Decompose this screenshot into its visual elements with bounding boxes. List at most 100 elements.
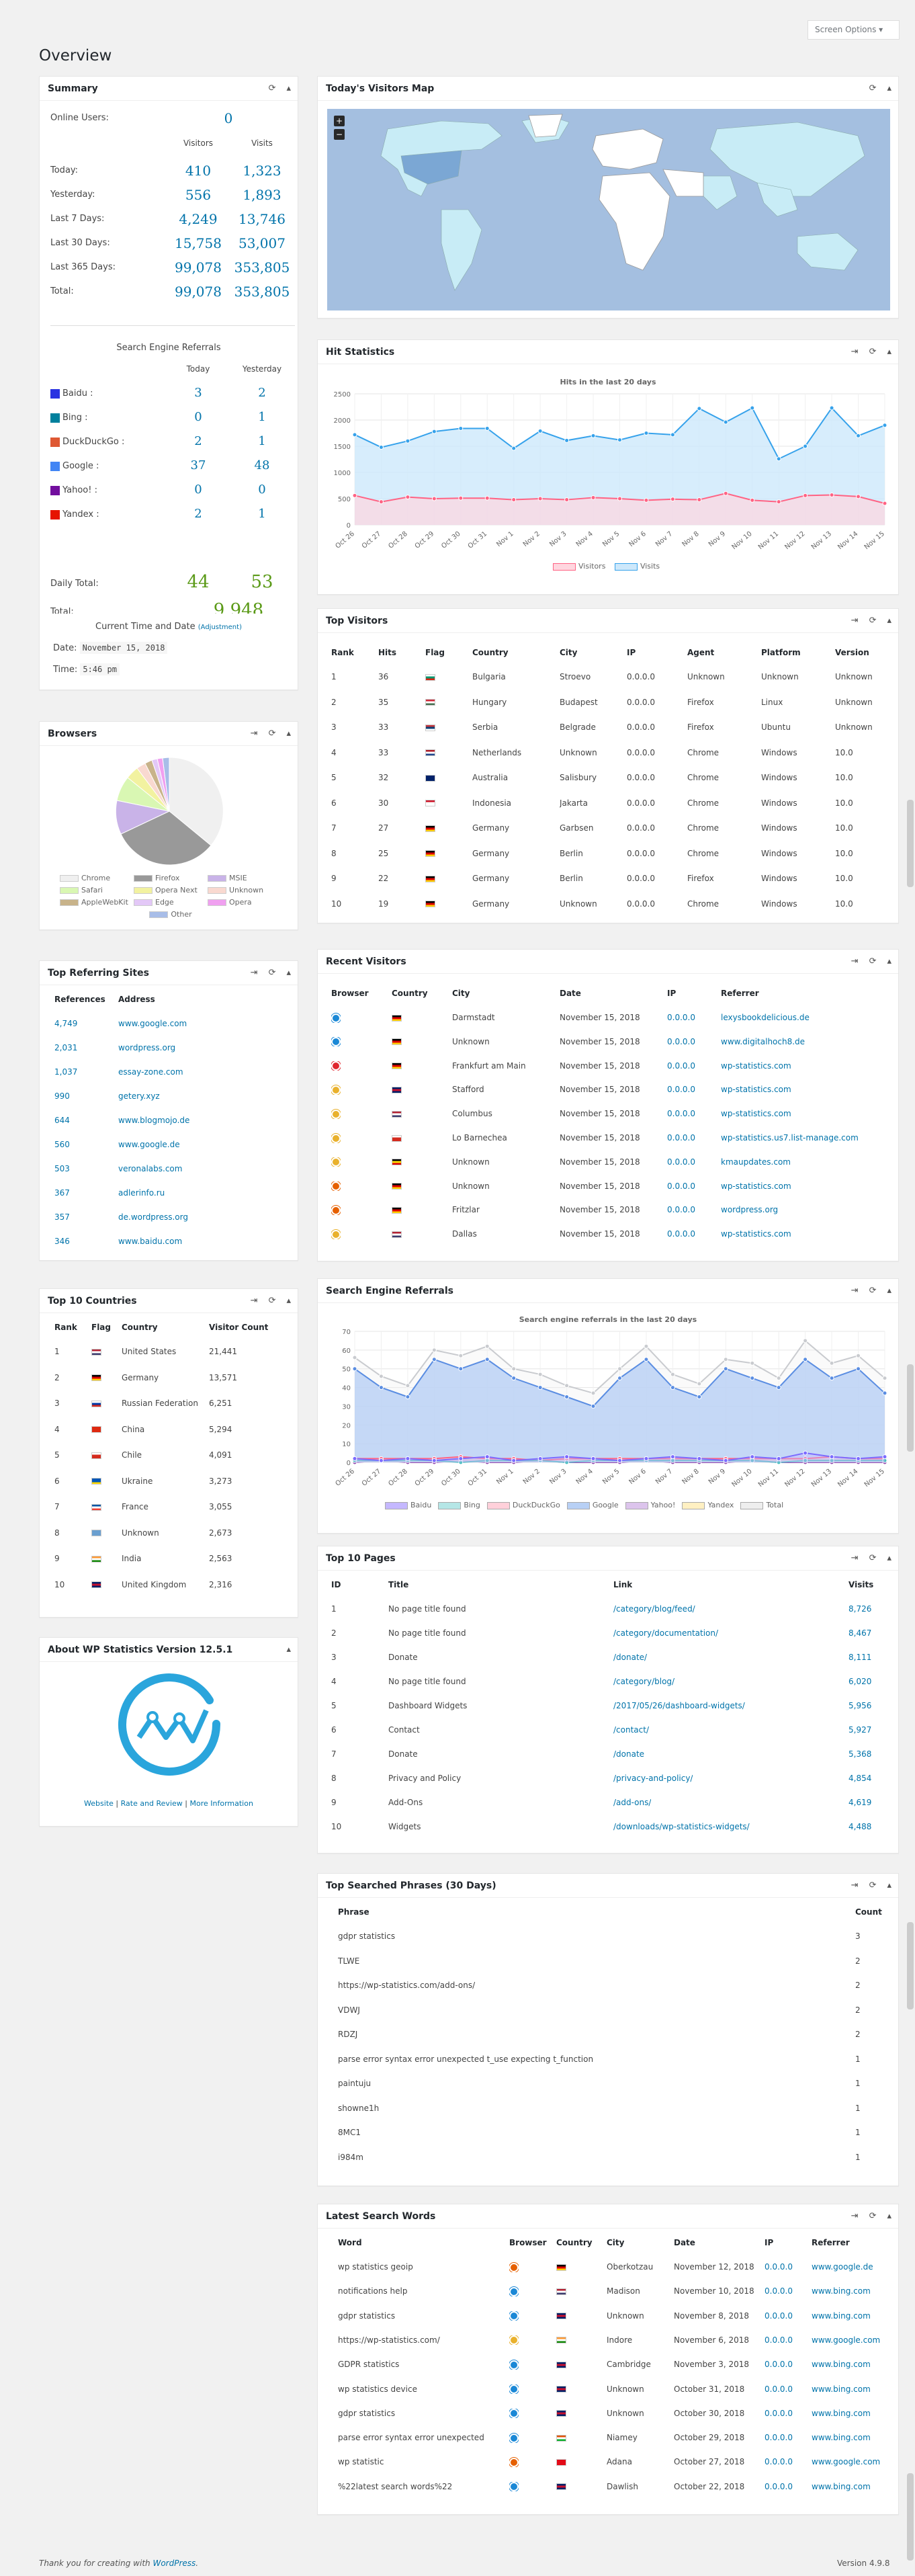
table-cell[interactable]: www.bing.com: [812, 2433, 871, 2443]
table-cell[interactable]: wordpress.org: [721, 1205, 779, 1215]
table-cell[interactable]: wordpress.org: [118, 1043, 176, 1052]
table-cell[interactable]: 0.0.0.0: [765, 2384, 793, 2394]
scrollbar-thumb[interactable]: [907, 2473, 914, 2561]
table-cell[interactable]: 0.0.0.0: [765, 2408, 793, 2418]
legend-label[interactable]: Total: [766, 1501, 784, 1509]
table-cell[interactable]: wp-statistics.com: [721, 1085, 791, 1095]
legend-label[interactable]: Yandex: [707, 1501, 734, 1509]
table-cell[interactable]: 5,368: [848, 1749, 872, 1759]
browser-legend-item[interactable]: Other: [60, 910, 281, 919]
legend-visits[interactable]: Visits: [640, 562, 660, 571]
export-icon[interactable]: ⇥: [250, 1296, 258, 1306]
legend-visitors[interactable]: Visitors: [578, 562, 606, 571]
world-map[interactable]: [327, 109, 890, 310]
refresh-icon[interactable]: ⟳: [268, 729, 276, 739]
export-icon[interactable]: ⇥: [851, 1553, 859, 1563]
table-cell[interactable]: www.google.de: [118, 1140, 180, 1149]
table-cell[interactable]: 644: [54, 1116, 70, 1125]
table-cell[interactable]: www.google.de: [812, 2262, 873, 2272]
table-cell[interactable]: www.bing.com: [812, 2408, 871, 2418]
refresh-icon[interactable]: ⟳: [869, 956, 877, 966]
table-cell[interactable]: 0.0.0.0: [667, 1013, 695, 1022]
table-cell[interactable]: 5,927: [848, 1725, 872, 1735]
table-cell[interactable]: 4,749: [54, 1019, 78, 1028]
browser-legend-item[interactable]: MSIE: [208, 874, 281, 882]
table-cell[interactable]: 0.0.0.0: [765, 2311, 793, 2321]
zoom-in-button[interactable]: +: [334, 116, 345, 126]
table-cell[interactable]: 5,956: [848, 1701, 872, 1710]
table-cell[interactable]: /privacy-and-policy/: [613, 1774, 693, 1783]
table-cell[interactable]: www.bing.com: [812, 2481, 871, 2491]
table-cell[interactable]: www.bing.com: [812, 2286, 871, 2296]
refresh-icon[interactable]: ⟳: [869, 1880, 877, 1891]
refresh-icon[interactable]: ⟳: [869, 347, 877, 357]
refresh-icon[interactable]: ⟳: [869, 616, 877, 626]
export-icon[interactable]: ⇥: [851, 956, 859, 966]
table-cell[interactable]: adlerinfo.ru: [118, 1188, 165, 1198]
table-cell[interactable]: www.google.com: [812, 2457, 881, 2467]
table-cell[interactable]: 0.0.0.0: [667, 1205, 695, 1215]
table-cell[interactable]: 0.0.0.0: [667, 1181, 695, 1191]
table-cell[interactable]: 0.0.0.0: [667, 1157, 695, 1167]
table-cell[interactable]: 0.0.0.0: [765, 2335, 793, 2345]
table-cell[interactable]: 0.0.0.0: [765, 2457, 793, 2467]
table-cell[interactable]: 0.0.0.0: [667, 1036, 695, 1046]
table-cell[interactable]: de.wordpress.org: [118, 1212, 188, 1222]
zoom-out-button[interactable]: −: [334, 129, 345, 140]
collapse-icon[interactable]: ▴: [286, 968, 291, 978]
table-cell[interactable]: wp-statistics.com: [721, 1109, 791, 1119]
rate-review-link[interactable]: Rate and Review: [120, 1799, 183, 1808]
table-cell[interactable]: 357: [54, 1212, 70, 1222]
table-cell[interactable]: 2,031: [54, 1043, 78, 1052]
table-cell[interactable]: essay-zone.com: [118, 1067, 183, 1077]
table-cell[interactable]: www.digitalhoch8.de: [721, 1036, 805, 1046]
table-cell[interactable]: /downloads/wp-statistics-widgets/: [613, 1822, 750, 1831]
table-cell[interactable]: 4,488: [848, 1822, 872, 1831]
table-cell[interactable]: lexysbookdelicious.de: [721, 1013, 810, 1022]
collapse-icon[interactable]: ▴: [887, 956, 891, 966]
table-cell[interactable]: /category/blog/: [613, 1677, 675, 1686]
export-icon[interactable]: ⇥: [250, 729, 258, 739]
refresh-icon[interactable]: ⟳: [268, 968, 276, 978]
table-cell[interactable]: 0.0.0.0: [667, 1109, 695, 1119]
browser-legend-item[interactable]: Safari: [60, 886, 134, 895]
refresh-icon[interactable]: ⟳: [869, 83, 877, 93]
collapse-icon[interactable]: ▴: [887, 83, 891, 93]
browser-legend-item[interactable]: Opera Next: [134, 886, 208, 895]
collapse-icon[interactable]: ▴: [286, 83, 291, 93]
collapse-icon[interactable]: ▴: [887, 616, 891, 626]
table-cell[interactable]: www.bing.com: [812, 2360, 871, 2370]
table-cell[interactable]: /category/blog/feed/: [613, 1604, 695, 1614]
legend-label[interactable]: Yahoo!: [650, 1501, 676, 1509]
export-icon[interactable]: ⇥: [851, 347, 859, 357]
table-cell[interactable]: 0.0.0.0: [765, 2262, 793, 2272]
table-cell[interactable]: 1,037: [54, 1067, 78, 1077]
collapse-icon[interactable]: ▴: [887, 1553, 891, 1563]
scrollbar-thumb[interactable]: [907, 800, 914, 887]
table-cell[interactable]: 4,619: [848, 1798, 872, 1807]
scrollbar-thumb[interactable]: [907, 1364, 914, 1452]
table-cell[interactable]: 8,467: [848, 1628, 872, 1638]
table-cell[interactable]: 8,111: [848, 1653, 872, 1662]
table-cell[interactable]: wp-statistics.com: [721, 1181, 791, 1191]
table-cell[interactable]: /2017/05/26/dashboard-widgets/: [613, 1701, 745, 1710]
table-cell[interactable]: wp-statistics.com: [721, 1061, 791, 1071]
screen-options-button[interactable]: Screen Options ▾: [808, 20, 900, 40]
table-cell[interactable]: /donate: [613, 1749, 645, 1759]
legend-label[interactable]: Google: [592, 1501, 619, 1509]
table-cell[interactable]: 367: [54, 1188, 70, 1198]
refresh-icon[interactable]: ⟳: [268, 1296, 276, 1306]
table-cell[interactable]: www.google.com: [118, 1019, 187, 1028]
table-cell[interactable]: 0.0.0.0: [765, 2433, 793, 2443]
scrollbar-thumb[interactable]: [907, 1922, 914, 2009]
refresh-icon[interactable]: ⟳: [869, 2211, 877, 2221]
legend-label[interactable]: DuckDuckGo: [512, 1501, 560, 1509]
table-cell[interactable]: veronalabs.com: [118, 1164, 183, 1173]
collapse-icon[interactable]: ▴: [286, 1296, 291, 1306]
table-cell[interactable]: /donate/: [613, 1653, 648, 1662]
table-cell[interactable]: kmaupdates.com: [721, 1157, 791, 1167]
refresh-icon[interactable]: ⟳: [268, 83, 276, 93]
browser-legend-item[interactable]: AppleWebKit: [60, 898, 134, 907]
table-cell[interactable]: www.bing.com: [812, 2311, 871, 2321]
legend-label[interactable]: Bing: [464, 1501, 480, 1509]
